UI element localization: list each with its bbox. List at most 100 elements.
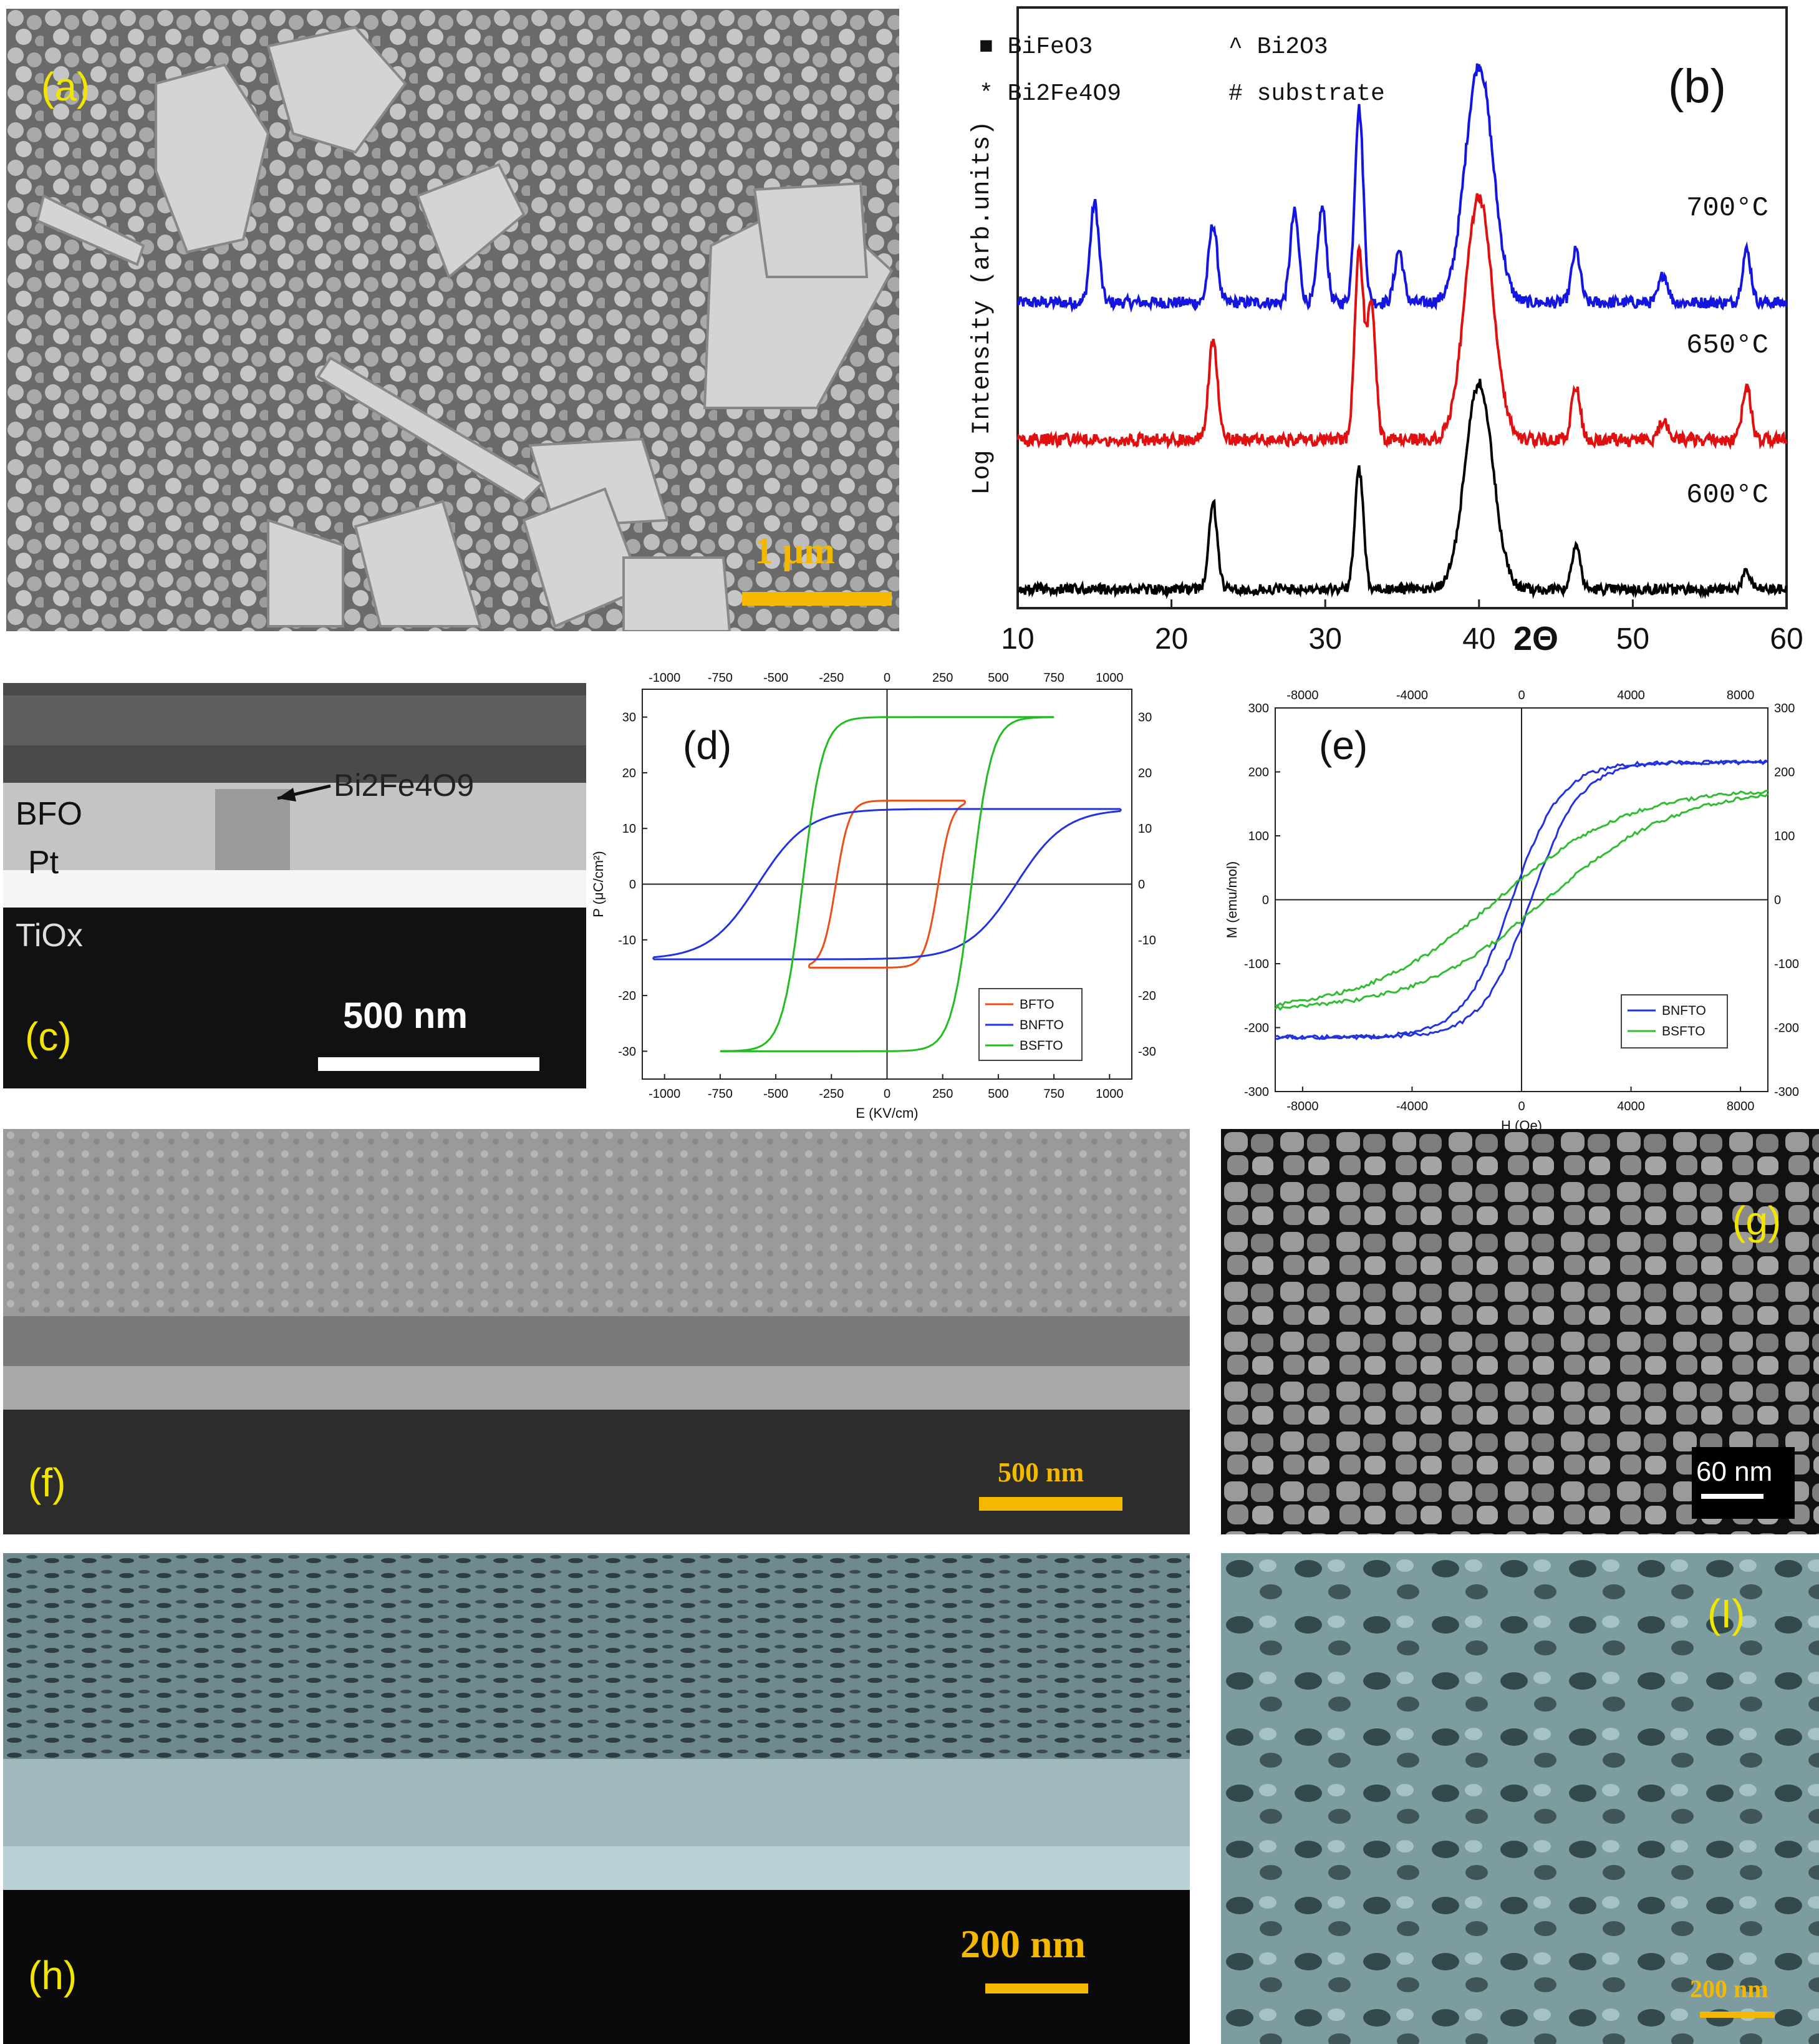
x-tick-label-top-d: -500 bbox=[763, 671, 788, 685]
panel-g-surface: (g) 60 nm bbox=[1221, 1129, 1819, 1534]
x-tick-label-d: 250 bbox=[932, 1087, 953, 1101]
x-tick-label-top-d: 250 bbox=[932, 671, 953, 685]
x-tick-label-top-d: 500 bbox=[988, 671, 1008, 685]
y-axis-label-e: M (emu/mol) bbox=[1224, 861, 1240, 938]
x-tick-label-b: 60 bbox=[1770, 622, 1803, 656]
x-tick-label-top-d: 1000 bbox=[1096, 671, 1124, 685]
x-tick-label-top-e: 8000 bbox=[1727, 689, 1755, 702]
scale-label-a: 1 μm bbox=[755, 530, 835, 571]
y-tick-label-right-e: 200 bbox=[1774, 766, 1795, 780]
panel-label-f: (f) bbox=[28, 1460, 66, 1505]
xrd-series-line bbox=[1017, 379, 1788, 599]
legend-box-e bbox=[1621, 994, 1728, 1049]
scale-bar-i bbox=[1700, 2012, 1775, 2018]
y-tick-label-right-d: 10 bbox=[1138, 822, 1152, 836]
y-tick-label-right-e: -300 bbox=[1774, 1085, 1799, 1099]
x-tick-label-d: 750 bbox=[1043, 1087, 1064, 1101]
y-tick-label-right-e: -100 bbox=[1774, 957, 1799, 971]
panel-label-e: (e) bbox=[1319, 723, 1368, 768]
pe-loop-lower bbox=[809, 803, 966, 969]
x-axis-label-b: 2Θ bbox=[1513, 620, 1558, 657]
scale-label-g: 60 nm bbox=[1696, 1456, 1773, 1487]
x-tick-label-b: 20 bbox=[1155, 622, 1188, 656]
layer-label-bfo: BFO bbox=[16, 796, 82, 832]
x-tick-label-top-d: -250 bbox=[819, 671, 844, 685]
x-tick-label-e: -8000 bbox=[1286, 1100, 1318, 1113]
x-tick-label-d: -500 bbox=[763, 1087, 788, 1101]
y-tick-label-d: 0 bbox=[629, 878, 636, 892]
scale-label-h: 200 nm bbox=[960, 1922, 1086, 1966]
series-label-b: 650°C bbox=[1686, 330, 1768, 361]
panel-h-cross-section: (h) 200 nm bbox=[3, 1553, 1190, 2044]
x-tick-label-top-e: 0 bbox=[1518, 689, 1525, 702]
y-tick-label-d: -20 bbox=[618, 989, 636, 1003]
y-tick-label-right-d: 0 bbox=[1138, 878, 1145, 892]
panel-label-a: (a) bbox=[41, 64, 90, 109]
panel-label-c: (c) bbox=[25, 1014, 72, 1059]
legend-entry-e: BNFTO bbox=[1662, 1004, 1706, 1018]
x-tick-label-top-d: 0 bbox=[884, 671, 890, 685]
panel-label-i: (I) bbox=[1707, 1591, 1745, 1636]
x-tick-label-top-d: -750 bbox=[708, 671, 733, 685]
x-tick-label-d: -750 bbox=[708, 1087, 733, 1101]
y-tick-label-right-d: 20 bbox=[1138, 767, 1152, 780]
x-tick-label-top-e: 4000 bbox=[1617, 689, 1645, 702]
mh-chart-svg: -8000 -8000 -4000 -4000 0 0 4000 4000 8000 8000 -3… bbox=[1224, 689, 1799, 1129]
legend-entry-d: BSFTO bbox=[1020, 1039, 1063, 1053]
x-tick-label-e: 8000 bbox=[1727, 1100, 1755, 1113]
legend-entry-d: BFTO bbox=[1020, 997, 1054, 1012]
plot-frame-b bbox=[1016, 6, 1788, 609]
panel-a-sem-image: (a) 1 μm bbox=[6, 9, 899, 631]
y-tick-label-right-d: -20 bbox=[1138, 989, 1156, 1003]
phase-label-bi2fe4o9: Bi2Fe4O9 bbox=[334, 768, 475, 803]
x-tick-label-d: -1000 bbox=[649, 1087, 680, 1101]
y-tick-label-d: 20 bbox=[622, 767, 636, 780]
xrd-series-line bbox=[1016, 193, 1788, 450]
cross-section-h bbox=[3, 1553, 1190, 2044]
mh-loop-lower bbox=[1274, 793, 1769, 1011]
y-tick-label-right-e: -200 bbox=[1774, 1022, 1799, 1035]
x-tick-label-b: 30 bbox=[1309, 622, 1342, 656]
scale-bar-h bbox=[985, 1983, 1088, 1993]
phase-arrow bbox=[277, 784, 331, 802]
cross-section-f bbox=[3, 1129, 1190, 1534]
y-axis-label-d: P (μC/cm²) bbox=[591, 851, 606, 917]
scale-label-i: 200 nm bbox=[1690, 1975, 1768, 2003]
y-tick-label-e: -200 bbox=[1244, 1022, 1269, 1035]
x-tick-label-d: -250 bbox=[819, 1087, 844, 1101]
x-tick-label-d: 500 bbox=[988, 1087, 1008, 1101]
sem-grains-a bbox=[6, 9, 899, 631]
xrd-chart-svg: 10 20 30 40 50 60 2Θ Log Intensity (arb.units) ■… bbox=[968, 6, 1803, 657]
x-tick-label-e: 0 bbox=[1518, 1100, 1525, 1113]
x-tick-label-top-d: 750 bbox=[1043, 671, 1064, 685]
scale-bar-c bbox=[318, 1057, 539, 1071]
layer-label-pt: Pt bbox=[28, 845, 59, 881]
series-label-b: 700°C bbox=[1686, 193, 1768, 224]
pe-loop-upper bbox=[808, 800, 965, 966]
x-axis-label-e: H (Oe) bbox=[1501, 1118, 1542, 1129]
panel-f-cross-section: (f) 500 nm bbox=[3, 1129, 1190, 1534]
y-tick-label-e: 100 bbox=[1248, 830, 1269, 843]
legend-entry-d: BNFTO bbox=[1020, 1018, 1064, 1032]
mh-loop-upper bbox=[1275, 759, 1768, 1040]
legend-entry-b: * Bi2Fe4O9 bbox=[979, 80, 1121, 107]
x-tick-label-top-e: -8000 bbox=[1286, 689, 1318, 702]
legend-entry-b: ■ BiFeO3 bbox=[979, 34, 1093, 61]
y-tick-label-right-e: 300 bbox=[1774, 702, 1795, 715]
surface-grains-g bbox=[1221, 1129, 1819, 1534]
legend-entry-b: ^ Bi2O3 bbox=[1228, 34, 1328, 61]
panel-b-xrd-chart: 10 20 30 40 50 60 2Θ Log Intensity (arb.units) ■… bbox=[948, 0, 1819, 667]
y-tick-label-d: 30 bbox=[622, 711, 636, 725]
y-axis-label-b: Log Intensity (arb.units) bbox=[968, 120, 996, 495]
y-tick-label-right-d: -10 bbox=[1138, 934, 1156, 947]
pe-loop-upper bbox=[720, 716, 1054, 1052]
x-tick-label-e: 4000 bbox=[1617, 1100, 1645, 1113]
pe-loop-lower bbox=[720, 716, 1054, 1052]
y-tick-label-d: 10 bbox=[622, 822, 636, 836]
surface-grains-i bbox=[1221, 1553, 1819, 2044]
xrd-series-line bbox=[1016, 63, 1788, 313]
y-tick-label-right-d: 30 bbox=[1138, 711, 1152, 725]
y-tick-label-e: 300 bbox=[1248, 702, 1269, 715]
pe-chart-svg: -1000-1000-750-750-500-500-250-250002502… bbox=[591, 671, 1156, 1121]
y-tick-label-e: 0 bbox=[1262, 894, 1269, 908]
